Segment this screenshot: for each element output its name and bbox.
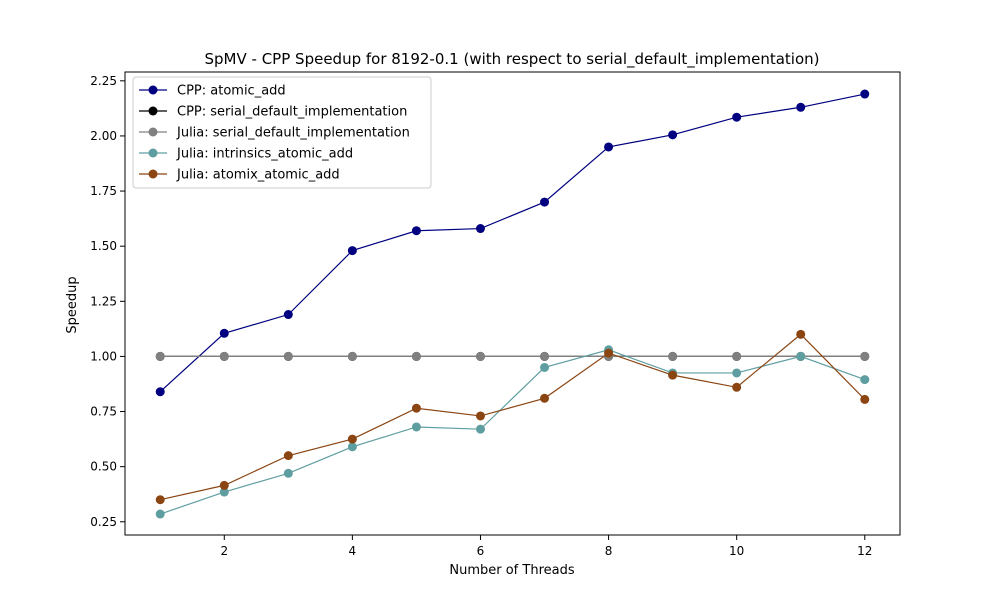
data-point: [347, 246, 357, 256]
y-tick-label: 0.50: [90, 460, 117, 474]
data-point: [668, 351, 678, 361]
series-5: [155, 329, 870, 505]
legend: CPP: atomic_add CPP: serial_default_imple…: [132, 76, 432, 189]
legend-marker: [148, 85, 158, 95]
legend-label: Julia: atomix_atomic_add: [176, 168, 340, 183]
data-point: [155, 387, 165, 397]
data-point: [219, 351, 229, 361]
data-point: [668, 130, 678, 140]
x-tick-label: 4: [349, 544, 357, 558]
series-line: [160, 333, 866, 501]
legend-label: CPP: atomic_add: [177, 84, 286, 99]
data-point: [860, 89, 870, 99]
legend-label: Julia: serial_default_implementation: [176, 126, 410, 141]
legend-item: Julia: intrinsics_atomic_add: [139, 147, 353, 162]
legend-marker: [148, 106, 158, 116]
data-point: [411, 351, 421, 361]
y-tick-label: 1.25: [90, 294, 117, 308]
x-tick-label: 8: [605, 544, 613, 558]
data-point: [219, 328, 229, 338]
data-point: [860, 375, 870, 385]
x-tick-label: 12: [857, 544, 872, 558]
data-point: [219, 480, 229, 490]
data-point: [732, 368, 742, 378]
legend-label: CPP: serial_default_implementation: [177, 105, 407, 120]
data-point: [668, 370, 678, 380]
data-point: [475, 351, 485, 361]
data-point: [540, 362, 550, 372]
data-point: [475, 424, 485, 434]
data-point: [540, 351, 550, 361]
data-point: [155, 351, 165, 361]
axes-frame: [124, 71, 901, 536]
data-point: [604, 142, 614, 152]
data-point: [540, 197, 550, 207]
y-tick-label: 0.75: [90, 405, 117, 419]
series-3: [155, 351, 870, 361]
x-tick-label: 2: [220, 544, 228, 558]
data-point: [283, 468, 293, 478]
data-point: [283, 451, 293, 461]
data-point: [540, 393, 550, 403]
data-point: [796, 329, 806, 339]
legend-marker: [148, 127, 158, 137]
legend-label: Julia: intrinsics_atomic_add: [176, 147, 353, 162]
data-point: [283, 310, 293, 320]
data-point: [411, 403, 421, 413]
data-point: [411, 226, 421, 236]
data-point: [411, 422, 421, 432]
y-tick-label: 1.50: [90, 239, 117, 253]
data-point: [347, 434, 357, 444]
data-point: [860, 394, 870, 404]
data-point: [860, 351, 870, 361]
data-point: [155, 495, 165, 505]
legend-item: Julia: serial_default_implementation: [139, 126, 410, 141]
y-axis-label: Speedup: [65, 276, 80, 333]
legend-marker: [148, 148, 158, 158]
x-tick-label: 6: [477, 544, 485, 558]
legend-item: CPP: atomic_add: [139, 84, 286, 99]
data-point: [604, 348, 614, 358]
legend-item: CPP: serial_default_implementation: [139, 105, 407, 120]
y-tick-label: 2.00: [90, 129, 117, 143]
x-axis-label: Number of Threads: [449, 563, 574, 578]
chart-title: SpMV - CPP Speedup for 8192-0.1 (with re…: [205, 50, 820, 69]
y-tick-label: 2.25: [90, 74, 117, 88]
data-point: [347, 351, 357, 361]
data-point: [219, 487, 229, 497]
data-point: [475, 224, 485, 234]
legend-marker: [148, 169, 158, 179]
data-point: [732, 382, 742, 392]
data-point: [796, 351, 806, 361]
data-point: [155, 509, 165, 519]
y-tick-label: 1.75: [90, 184, 117, 198]
series-line: [160, 349, 865, 515]
plot-area: 2 4 6 8 10 12 0.25 0.50 0.75 1.00 1.25 1.50 1.75 2.00…: [90, 71, 901, 558]
data-point: [347, 442, 357, 452]
y-tick-label: 1.00: [90, 349, 117, 363]
data-point: [475, 411, 485, 421]
series-1: [155, 89, 870, 397]
series-4: [155, 345, 870, 519]
x-tick-label: 10: [729, 544, 744, 558]
legend-box: [132, 76, 432, 189]
series-line: [159, 93, 865, 393]
data-point: [796, 102, 806, 112]
data-point: [283, 351, 293, 361]
legend-item: Julia: atomix_atomic_add: [139, 168, 340, 183]
y-tick-label: 0.25: [90, 515, 117, 529]
data-point: [732, 112, 742, 122]
data-point: [732, 351, 742, 361]
